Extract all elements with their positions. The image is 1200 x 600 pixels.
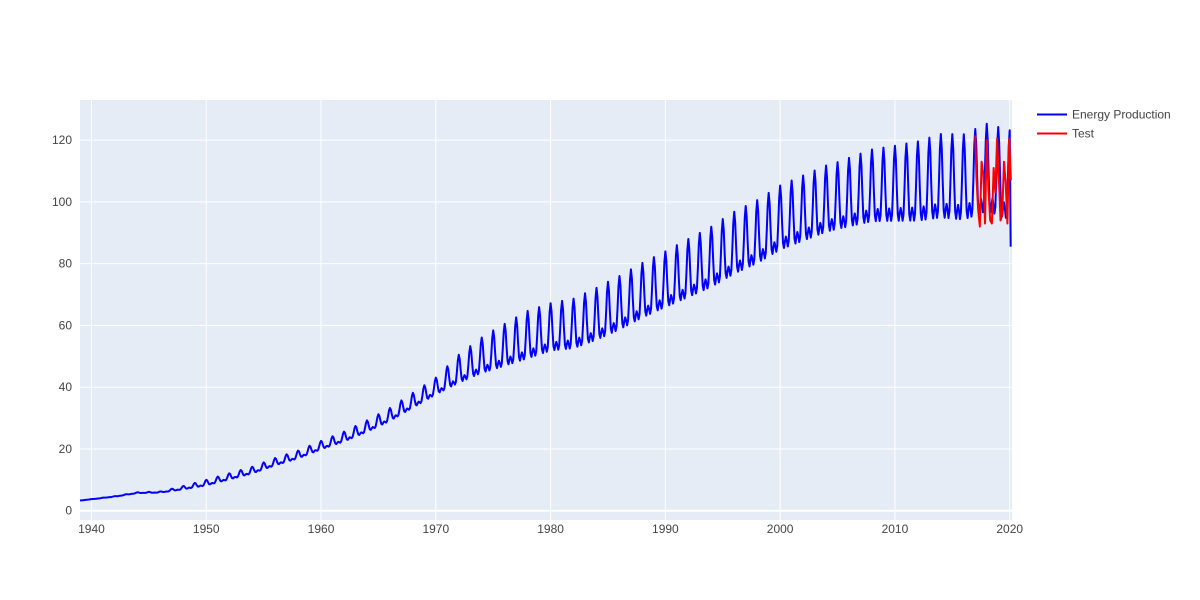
x-tick-label: 1950 [193,522,220,536]
y-axis: 0 20 40 60 80 100 120 [52,133,72,518]
x-tick-label: 2010 [882,522,909,536]
series-line-energy-production[interactable] [79,122,1012,502]
y-tick-label: 80 [59,257,73,271]
x-tick-label: 1980 [537,522,564,536]
y-tick-label: 0 [65,504,72,518]
x-tick-label: 2020 [996,522,1023,536]
x-tick-label: 2000 [767,522,794,536]
series-layer [79,122,1012,502]
x-tick-label: 1970 [422,522,449,536]
x-axis: 1940 1950 1960 1970 1980 1990 2000 2010 2020 [78,522,1023,536]
y-tick-label: 100 [52,195,72,209]
series-line-test[interactable] [974,135,1012,228]
y-tick-label: 40 [59,380,73,394]
x-tick-label: 1940 [78,522,105,536]
legend-label-energy-production[interactable]: Energy Production [1072,108,1171,122]
legend-label-test[interactable]: Test [1072,127,1095,141]
x-tick-label: 1960 [308,522,335,536]
gridlines [80,100,1012,520]
y-tick-label: 120 [52,133,72,147]
legend: Energy Production Test [1037,108,1171,141]
x-tick-label: 1990 [652,522,679,536]
y-tick-label: 60 [59,318,73,332]
plot-area [80,100,1012,520]
y-tick-label: 20 [59,442,73,456]
